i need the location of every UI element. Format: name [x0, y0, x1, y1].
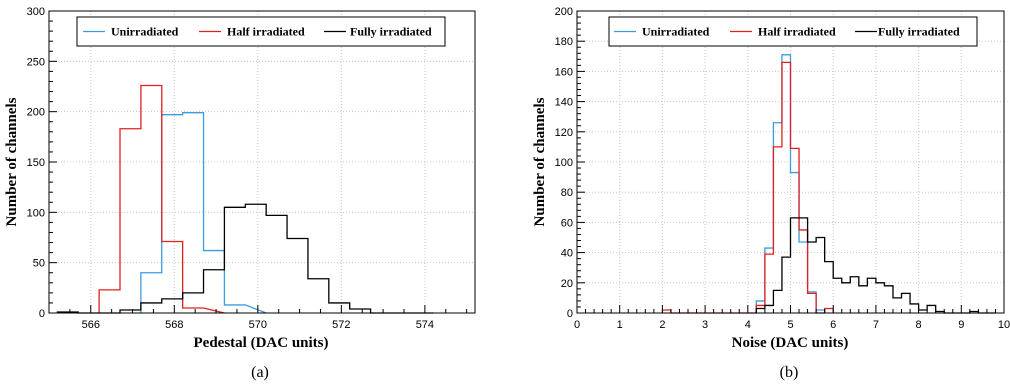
x-axis-label: Pedestal (DAC units): [194, 335, 329, 351]
legend-entry-label: Half irradiated: [758, 25, 836, 39]
legend-box: [608, 16, 978, 47]
chart-panel-pedestal: 0 50 100 150 200 250 300 566 568 570 572 574 Pedesta…: [4, 6, 476, 381]
x-tick-label: 574: [416, 319, 434, 331]
x-tick-label: 1: [617, 319, 623, 331]
histogram-series-unirradiated: [140, 112, 267, 314]
x-tick-label: 572: [332, 319, 350, 331]
legend: Unirradiated Half irradiated Fully irradia…: [608, 16, 978, 47]
y-tick-label: 60: [561, 217, 573, 229]
y-tick-label: 250: [27, 56, 45, 68]
y-tick-label: 20: [561, 278, 573, 290]
x-tick-label: 6: [830, 319, 836, 331]
subplot-label: (a): [251, 364, 269, 381]
legend-entry-label: Unirradiated: [111, 25, 179, 39]
x-tick-label: 9: [958, 319, 964, 331]
y-tick-label: 40: [561, 248, 573, 260]
y-tick-label: 300: [27, 6, 45, 18]
y-tick-label: 120: [555, 127, 573, 139]
y-tick-label: 150: [27, 157, 45, 169]
y-tick-label: 80: [561, 187, 573, 199]
chart-panel-noise: 0 20 40 60 80 100 120 140 160 180 200 0 1 2 3 4 5 6 7 8 9 10 N…: [532, 6, 1010, 381]
legend-entry-label: Unirradiated: [642, 25, 710, 39]
y-axis-label: Number of channels: [4, 97, 20, 226]
legend-entry-label: Fully irradiated: [878, 25, 960, 39]
x-tick-label: 568: [165, 319, 183, 331]
x-tick-label: 3: [702, 319, 708, 331]
histogram-series-fully-irradiated: [56, 203, 434, 314]
y-tick-label: 180: [555, 36, 573, 48]
y-tick-label: 100: [555, 157, 573, 169]
y-tick-label: 160: [555, 66, 573, 78]
y-tick-label: 200: [555, 6, 573, 18]
y-tick-label: 0: [39, 308, 45, 320]
y-tick-label: 200: [27, 107, 45, 119]
legend: Unirradiated Half irradiated Fully irradia…: [76, 16, 446, 47]
x-axis-label: Noise (DAC units): [732, 335, 849, 351]
x-tick-label: 566: [82, 319, 100, 331]
subplot-label: (b): [780, 364, 799, 381]
x-tick-label: 570: [249, 319, 267, 331]
y-axis-label: Number of channels: [532, 97, 548, 226]
histogram-series-fully-irradiated: [755, 217, 996, 314]
y-tick-label: 100: [27, 207, 45, 219]
x-tick-label: 8: [916, 319, 922, 331]
legend-entry-label: Fully irradiated: [350, 25, 432, 39]
x-tick-label: 2: [659, 319, 665, 331]
x-tick-label: 4: [745, 319, 751, 331]
legend-box: [76, 16, 446, 47]
y-tick-label: 140: [555, 97, 573, 109]
x-tick-label: 10: [998, 319, 1010, 331]
histogram-series-half-irradiated: [98, 84, 225, 314]
y-tick-label: 50: [33, 258, 45, 270]
x-tick-label: 0: [574, 319, 580, 331]
legend-entry-label: Half irradiated: [227, 25, 305, 39]
x-tick-label: 5: [787, 319, 793, 331]
x-tick-label: 7: [873, 319, 879, 331]
y-tick-label: 0: [567, 308, 573, 320]
